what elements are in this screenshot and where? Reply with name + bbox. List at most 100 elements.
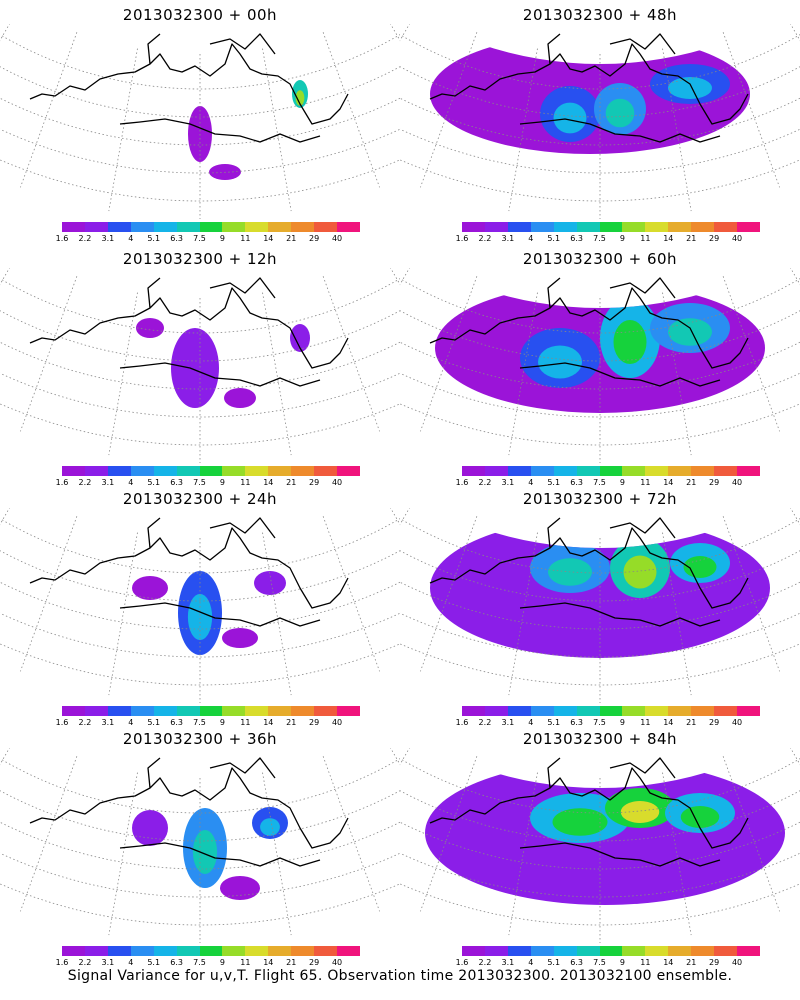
colorbar-tick-label: 3.1 bbox=[101, 958, 115, 967]
colorbar-tick-label: 40 bbox=[331, 478, 343, 487]
colorbar-tick-label: 40 bbox=[331, 234, 343, 243]
colorbar-tick-label: 3.1 bbox=[101, 234, 115, 243]
colorbar-segment bbox=[291, 706, 315, 716]
colorbar-segment bbox=[199, 222, 223, 232]
colorbar-segment bbox=[291, 466, 315, 476]
colorbar-tick-label: 4 bbox=[128, 718, 134, 727]
colorbar-segment bbox=[245, 706, 269, 716]
colorbar-tick-label: 1.6 bbox=[455, 478, 469, 487]
colorbar-tick-label: 4 bbox=[128, 958, 134, 967]
colorbar-segment bbox=[84, 946, 108, 956]
latitude-line bbox=[400, 643, 800, 686]
polar-map bbox=[400, 748, 800, 943]
colorbar-segment bbox=[737, 222, 760, 232]
colorbar-segment bbox=[62, 946, 85, 956]
colorbar-tick-label: 5.1 bbox=[147, 478, 161, 487]
colorbar-segment bbox=[622, 946, 646, 956]
colorbar-tick-label: 1.6 bbox=[455, 718, 469, 727]
colorbar-segment bbox=[462, 706, 485, 716]
colorbar-tick-label: 6.3 bbox=[570, 234, 583, 243]
colorbar-tick-label: 1.6 bbox=[55, 718, 69, 727]
colorbar-labels: 1.6 2.2 3.1 4 5.1 6.3 7.5 9 11 14 21 29 40 bbox=[456, 718, 766, 728]
variance-contour bbox=[538, 345, 582, 379]
colorbar-segment bbox=[153, 946, 177, 956]
colorbar-segment bbox=[714, 706, 738, 716]
panel-title: 2013032300 + 24h bbox=[122, 490, 278, 508]
colorbar-segment bbox=[268, 946, 292, 956]
colorbar-tick-label: 7.5 bbox=[593, 478, 606, 487]
map-panel: 2013032300 + 48h 1.6 2.2 3.1 4 5.1 6.3 7.5 9 11 14… bbox=[400, 0, 800, 243]
colorbar-labels: 1.6 2.2 3.1 4 5.1 6.3 7.5 9 11 14 21 29 40 bbox=[456, 234, 766, 244]
map-panel: 2013032300 + 60h 1.6 2.2 3.1 4 5.1 6.3 7.5 9 11 14… bbox=[400, 244, 800, 487]
coastline bbox=[429, 33, 749, 143]
colorbar-segment bbox=[553, 706, 577, 716]
colorbar-tick-label: 9 bbox=[619, 234, 625, 243]
colorbar-tick-label: 7.5 bbox=[193, 718, 206, 727]
longitude-line bbox=[790, 268, 800, 286]
colorbar-segment bbox=[62, 222, 85, 232]
colorbar-tick-label: 2.2 bbox=[78, 234, 92, 243]
colorbar-tick-label: 6.3 bbox=[570, 478, 583, 487]
panel-title: 2013032300 + 48h bbox=[522, 6, 678, 24]
colorbar-segment bbox=[107, 466, 131, 476]
variance-contour bbox=[295, 90, 305, 106]
colorbar-tick-label: 14 bbox=[263, 718, 274, 727]
polar-map bbox=[400, 268, 800, 463]
longitude-line bbox=[662, 532, 692, 696]
variance-contour bbox=[613, 320, 647, 364]
colorbar-tick-label: 2.2 bbox=[478, 234, 492, 243]
colorbar-tick-label: 14 bbox=[263, 478, 274, 487]
longitude-line bbox=[400, 268, 410, 286]
colorbar-segment bbox=[199, 706, 223, 716]
coastline bbox=[429, 757, 749, 867]
variance-contour bbox=[132, 576, 168, 600]
colorbar-segment bbox=[130, 466, 154, 476]
colorbar-tick-label: 11 bbox=[240, 478, 251, 487]
longitude-line bbox=[662, 292, 692, 456]
longitude-line bbox=[390, 508, 400, 526]
longitude-line bbox=[0, 748, 10, 766]
colorbar-tick-label: 21 bbox=[286, 478, 297, 487]
latitude-line bbox=[400, 66, 800, 118]
colorbar-segment bbox=[176, 946, 200, 956]
longitude-line bbox=[322, 756, 380, 912]
colorbar-segment bbox=[691, 946, 715, 956]
colorbar-segment bbox=[507, 466, 531, 476]
colorbar-tick-label: 40 bbox=[731, 478, 743, 487]
longitude-line bbox=[722, 756, 780, 912]
colorbar bbox=[62, 466, 360, 476]
colorbar-segment bbox=[714, 222, 738, 232]
colorbar bbox=[462, 706, 760, 716]
colorbar-tick-label: 7.5 bbox=[193, 958, 206, 967]
figure-caption: Signal Variance for u,v,T. Flight 65. Ob… bbox=[67, 968, 733, 984]
colorbar-segment bbox=[507, 946, 531, 956]
colorbar-labels: 1.6 2.2 3.1 4 5.1 6.3 7.5 9 11 14 21 29 40 bbox=[56, 958, 366, 968]
panel-title: 2013032300 + 36h bbox=[122, 730, 278, 748]
colorbar-tick-label: 7.5 bbox=[593, 718, 606, 727]
colorbar-segment bbox=[337, 222, 360, 232]
colorbar-segment bbox=[268, 222, 292, 232]
colorbar-segment bbox=[337, 946, 360, 956]
longitude-line bbox=[20, 276, 78, 432]
colorbar-segment bbox=[222, 466, 246, 476]
colorbar-segment bbox=[199, 466, 223, 476]
colorbar-tick-label: 5.1 bbox=[147, 958, 161, 967]
longitude-line bbox=[322, 32, 380, 188]
colorbar-segment bbox=[645, 706, 669, 716]
colorbar-segment bbox=[599, 946, 623, 956]
colorbar-tick-label: 7.5 bbox=[193, 234, 206, 243]
colorbar-tick-label: 29 bbox=[309, 958, 320, 967]
colorbar-tick-label: 1.6 bbox=[455, 958, 469, 967]
colorbar-labels: 1.6 2.2 3.1 4 5.1 6.3 7.5 9 11 14 21 29 40 bbox=[56, 234, 366, 244]
variance-contour bbox=[187, 593, 213, 641]
colorbar-tick-label: 7.5 bbox=[193, 478, 206, 487]
longitude-line bbox=[20, 32, 78, 188]
colorbar-tick-label: 4 bbox=[528, 478, 534, 487]
longitude-line bbox=[262, 48, 292, 212]
colorbar-segment bbox=[268, 466, 292, 476]
colorbar-tick-label: 21 bbox=[686, 958, 697, 967]
colorbar bbox=[462, 222, 760, 232]
colorbar-tick-label: 2.2 bbox=[478, 958, 492, 967]
colorbar-tick-label: 11 bbox=[640, 478, 651, 487]
colorbar-tick-label: 14 bbox=[663, 478, 674, 487]
